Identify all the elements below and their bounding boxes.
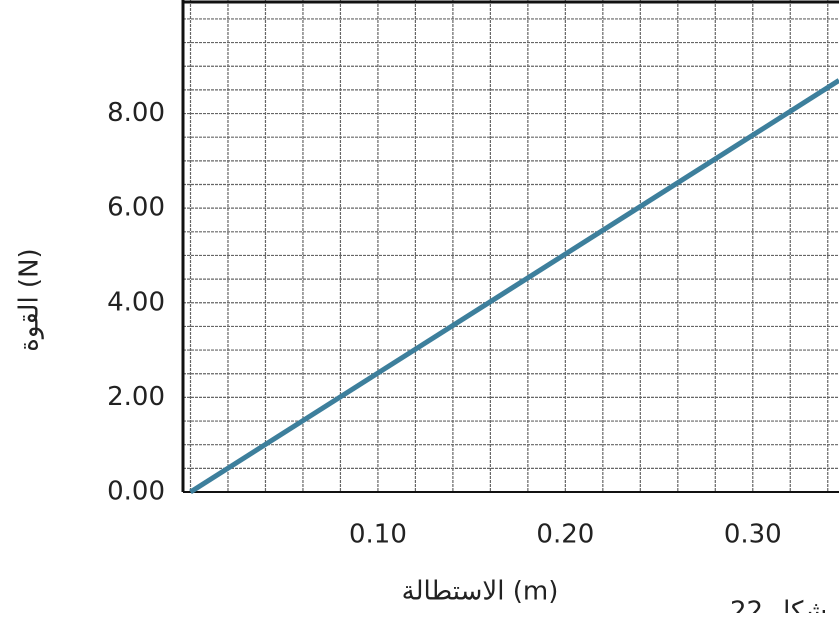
y-tick-label: 0.00 [107, 477, 165, 507]
figure-caption: شكل 22 [730, 597, 827, 614]
x-tick-label: 0.20 [536, 520, 594, 550]
y-axis-label: القوة (N) [15, 248, 45, 351]
y-tick-label: 6.00 [107, 193, 165, 223]
x-tick-label: 0.30 [724, 520, 782, 550]
y-tick-label: 4.00 [107, 287, 165, 317]
x-axis-label: الاستطالة (m) [402, 577, 559, 607]
y-tick-label: 8.00 [107, 98, 165, 128]
data-line [189, 78, 839, 495]
y-tick-label: 2.00 [107, 382, 165, 412]
x-tick-label: 0.10 [349, 520, 407, 550]
